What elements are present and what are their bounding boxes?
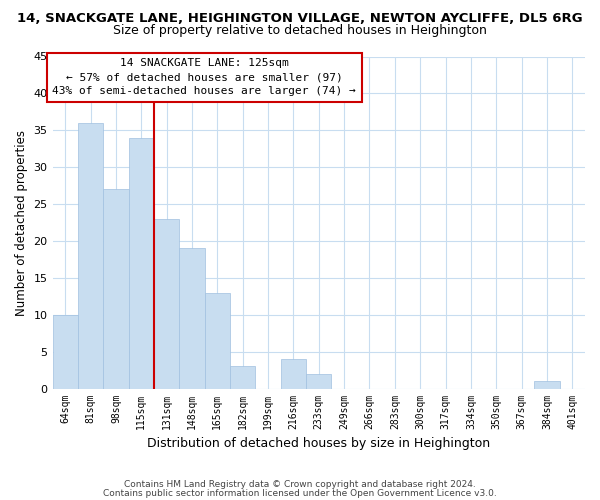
Bar bbox=[78, 123, 103, 388]
Text: 14, SNACKGATE LANE, HEIGHINGTON VILLAGE, NEWTON AYCLIFFE, DL5 6RG: 14, SNACKGATE LANE, HEIGHINGTON VILLAGE,… bbox=[17, 12, 583, 24]
Text: Contains public sector information licensed under the Open Government Licence v3: Contains public sector information licen… bbox=[103, 488, 497, 498]
Bar bbox=[154, 219, 179, 388]
X-axis label: Distribution of detached houses by size in Heighington: Distribution of detached houses by size … bbox=[147, 437, 490, 450]
Text: Size of property relative to detached houses in Heighington: Size of property relative to detached ho… bbox=[113, 24, 487, 37]
Text: 14 SNACKGATE LANE: 125sqm
← 57% of detached houses are smaller (97)
43% of semi-: 14 SNACKGATE LANE: 125sqm ← 57% of detac… bbox=[52, 58, 356, 96]
Text: Contains HM Land Registry data © Crown copyright and database right 2024.: Contains HM Land Registry data © Crown c… bbox=[124, 480, 476, 489]
Bar bbox=[128, 138, 154, 388]
Bar bbox=[534, 381, 560, 388]
Bar bbox=[179, 248, 205, 388]
Bar bbox=[281, 359, 306, 388]
Y-axis label: Number of detached properties: Number of detached properties bbox=[15, 130, 28, 316]
Bar bbox=[103, 190, 128, 388]
Bar bbox=[53, 315, 78, 388]
Bar bbox=[306, 374, 331, 388]
Bar bbox=[205, 292, 230, 388]
Bar bbox=[230, 366, 256, 388]
